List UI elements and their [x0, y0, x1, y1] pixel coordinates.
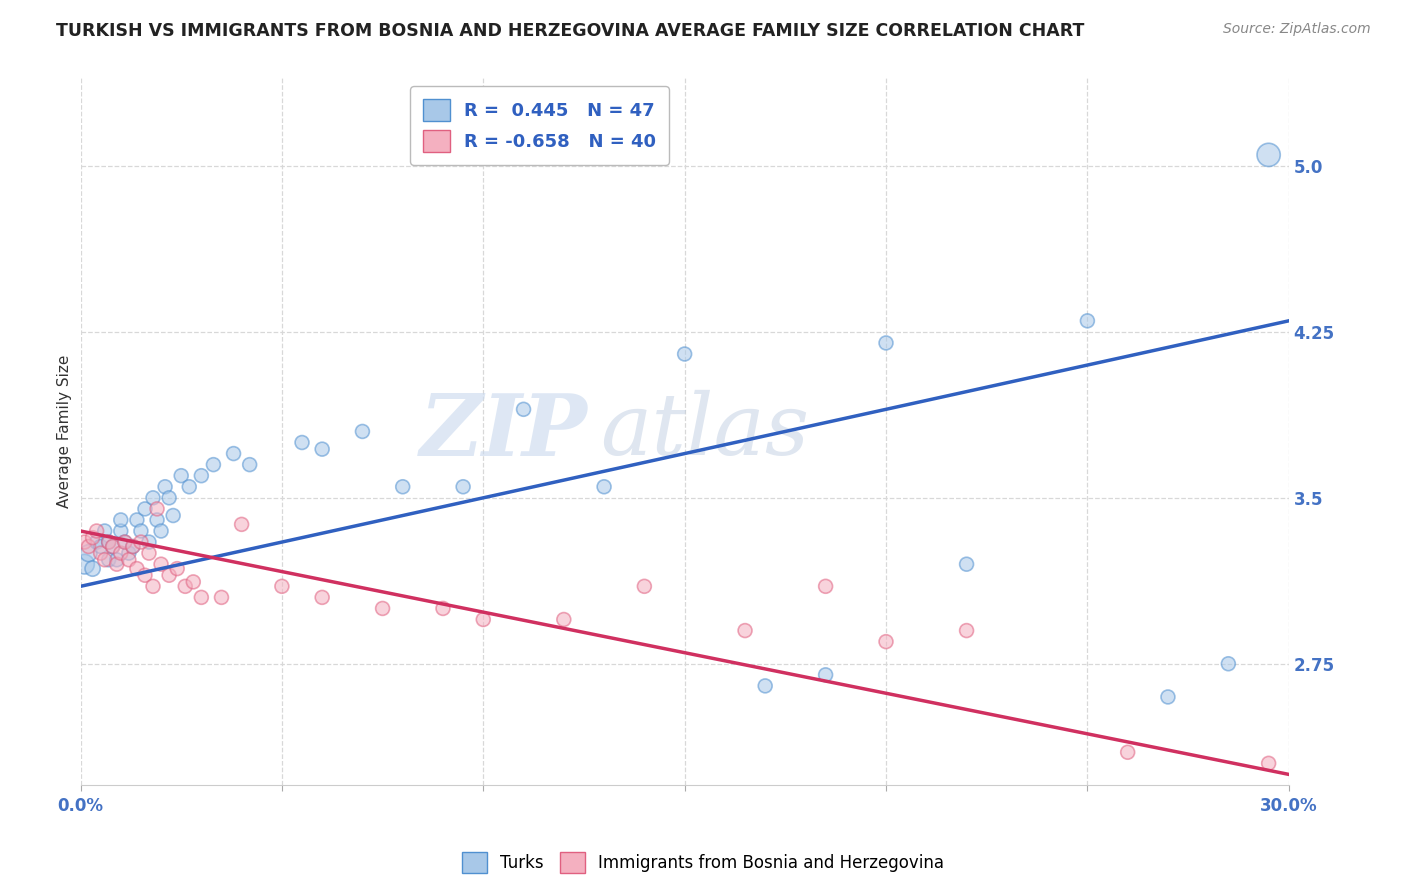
Point [157, 568, 180, 582]
Point [1257, 148, 1279, 162]
Point [451, 480, 474, 494]
Point [181, 574, 204, 589]
Point [118, 546, 141, 560]
Point [134, 501, 156, 516]
Point [170, 468, 193, 483]
Point [1076, 314, 1098, 328]
Point [90, 540, 112, 554]
Point [150, 524, 173, 538]
Point [114, 535, 136, 549]
Point [129, 535, 152, 549]
Point [90, 546, 112, 560]
Point [593, 480, 616, 494]
Point [239, 458, 262, 472]
Point [129, 524, 152, 538]
Point [391, 480, 413, 494]
Point [97, 535, 120, 549]
Text: Source: ZipAtlas.com: Source: ZipAtlas.com [1223, 22, 1371, 37]
Point [82, 531, 104, 545]
Point [97, 535, 120, 549]
Point [1218, 657, 1240, 671]
Point [814, 579, 837, 593]
Point [82, 561, 104, 575]
Point [77, 540, 100, 554]
Point [291, 435, 314, 450]
Point [553, 613, 575, 627]
Point [1116, 745, 1139, 759]
Point [955, 624, 977, 638]
Point [371, 601, 394, 615]
Point [814, 668, 837, 682]
Point [125, 561, 148, 575]
Point [190, 468, 212, 483]
Point [955, 558, 977, 572]
Point [166, 561, 188, 575]
Point [231, 517, 253, 532]
Point [122, 540, 145, 554]
Point [118, 553, 141, 567]
Point [134, 568, 156, 582]
Point [673, 347, 696, 361]
Point [86, 524, 108, 538]
Point [105, 553, 128, 567]
Text: atlas: atlas [600, 390, 810, 473]
Legend: Turks, Immigrants from Bosnia and Herzegovina: Turks, Immigrants from Bosnia and Herzeg… [456, 846, 950, 880]
Point [875, 634, 897, 648]
Point [142, 579, 165, 593]
Point [202, 458, 225, 472]
Point [153, 480, 176, 494]
Point [157, 491, 180, 505]
Point [270, 579, 292, 593]
Point [105, 558, 128, 572]
Point [114, 535, 136, 549]
Text: TURKISH VS IMMIGRANTS FROM BOSNIA AND HERZEGOVINA AVERAGE FAMILY SIZE CORRELATIO: TURKISH VS IMMIGRANTS FROM BOSNIA AND HE… [56, 22, 1084, 40]
Point [138, 535, 160, 549]
Point [633, 579, 655, 593]
Text: ZIP: ZIP [420, 390, 588, 473]
Point [73, 558, 96, 572]
Point [1257, 756, 1279, 771]
Point [311, 591, 333, 605]
Point [754, 679, 776, 693]
Point [162, 508, 184, 523]
Point [146, 513, 169, 527]
Point [110, 546, 132, 560]
Point [110, 524, 132, 538]
Point [311, 442, 333, 457]
Point [190, 591, 212, 605]
Point [146, 501, 169, 516]
Point [97, 553, 120, 567]
Point [86, 535, 108, 549]
Point [875, 335, 897, 350]
Point [93, 553, 115, 567]
Y-axis label: Average Family Size: Average Family Size [58, 355, 72, 508]
Point [734, 624, 756, 638]
Point [73, 535, 96, 549]
Point [125, 513, 148, 527]
Point [1157, 690, 1180, 704]
Point [472, 613, 495, 627]
Point [211, 591, 233, 605]
Point [352, 425, 374, 439]
Point [138, 546, 160, 560]
Point [512, 402, 534, 417]
Point [150, 558, 173, 572]
Point [432, 601, 454, 615]
Point [222, 446, 245, 460]
Point [179, 480, 201, 494]
Point [101, 540, 124, 554]
Point [142, 491, 165, 505]
Point [122, 540, 145, 554]
Point [101, 540, 124, 554]
Legend: R =  0.445   N = 47, R = -0.658   N = 40: R = 0.445 N = 47, R = -0.658 N = 40 [411, 87, 669, 165]
Point [93, 524, 115, 538]
Point [174, 579, 197, 593]
Point [110, 513, 132, 527]
Point [77, 546, 100, 560]
